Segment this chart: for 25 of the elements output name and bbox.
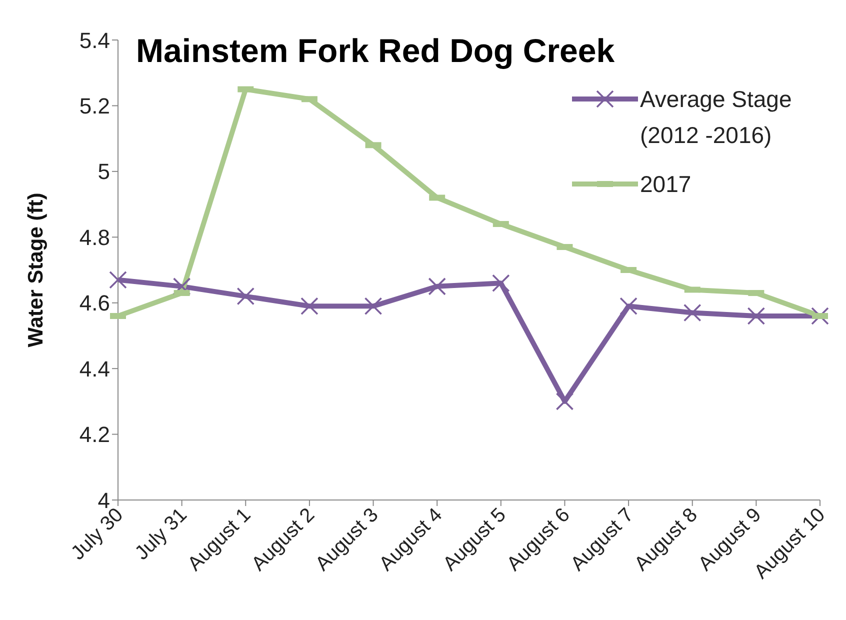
point [236,287,255,306]
y-tick-label: 5.2 [79,94,110,119]
legend-label: Average Stage (2012 -2016) [640,85,793,150]
point [556,392,574,410]
point [364,297,382,316]
point [492,274,510,292]
point [428,278,446,296]
y-tick-label: 4.2 [79,422,110,448]
y-tick-label: 4.6 [79,290,110,316]
point [747,307,766,325]
point [620,297,638,316]
point [172,278,191,296]
point [811,307,829,325]
point [683,304,702,322]
y-tick-label: 5 [98,159,110,184]
y-tick-label: 4.4 [79,356,110,382]
chart-title: Mainstem Fork Red Dog Creek [136,32,615,70]
x-tick-label: July 31 [130,504,192,564]
y-tick-label: 4 [98,488,110,513]
point [300,297,318,316]
point [109,270,127,289]
y-tick-label: 4.8 [79,224,110,250]
legend-label: 2017 [640,170,692,199]
y-tick-label: 5.4 [79,28,110,53]
y-axis-title: Water Stage (ft) [24,192,48,348]
